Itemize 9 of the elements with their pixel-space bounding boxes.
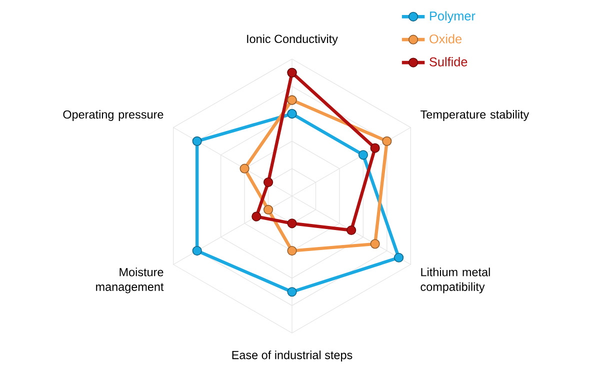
legend-label: Polymer — [430, 11, 476, 23]
spoke-label: Ease of industrial steps — [232, 350, 352, 362]
spoke-label: Operating pressure — [63, 110, 164, 121]
legend-label: Oxide — [430, 34, 462, 44]
spoke-label: Moisture management — [96, 268, 164, 294]
spoke-label: Ionic Conductivity — [247, 34, 338, 46]
legend-label: Sulfide — [430, 57, 468, 66]
spoke-label: Temperature stability — [420, 110, 530, 121]
spoke-label: Lithium metal compatibility — [420, 268, 490, 294]
